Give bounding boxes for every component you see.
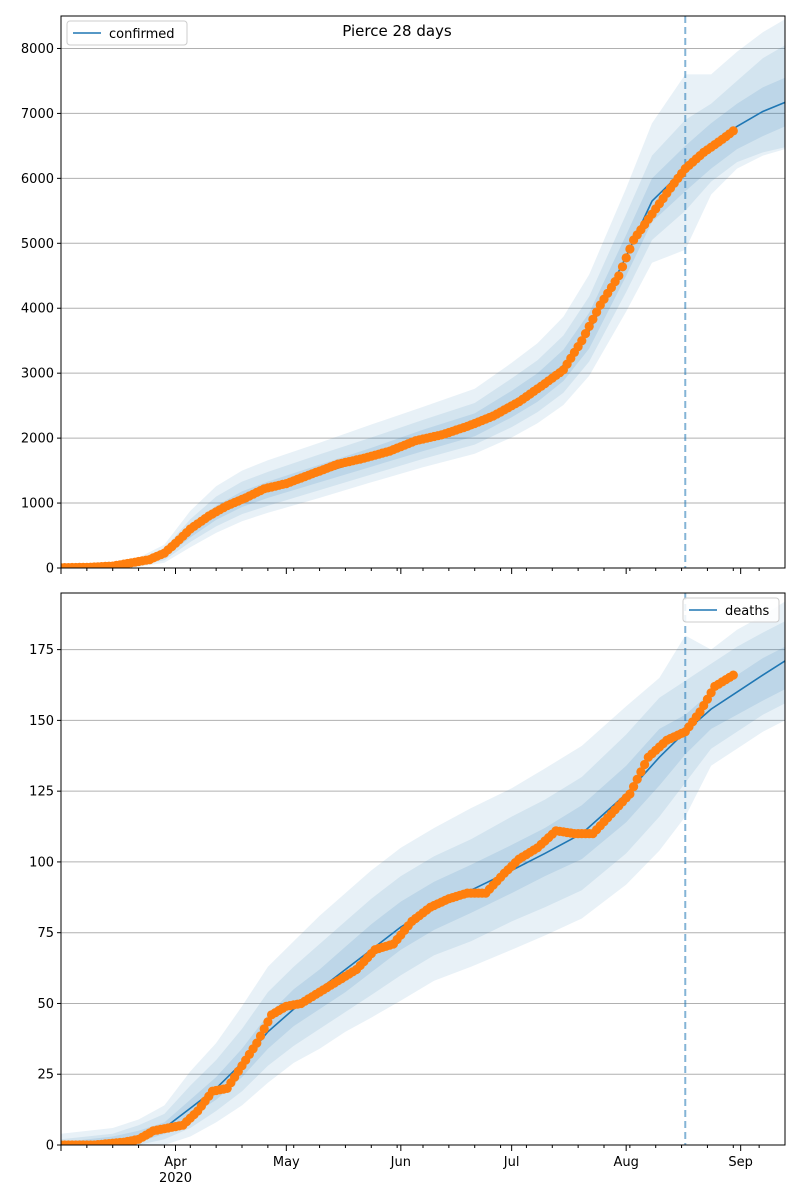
observed-point <box>629 782 639 792</box>
uncertainty-band-outer <box>61 601 785 1145</box>
observed-point <box>614 271 624 281</box>
x-tick-label: May <box>273 1155 300 1170</box>
y-tick-label: 4000 <box>21 302 54 317</box>
observed-point <box>584 321 594 331</box>
observed-point <box>728 670 738 680</box>
observed-point <box>621 253 631 263</box>
observed-point <box>632 774 642 784</box>
y-tick-label: 8000 <box>21 42 54 57</box>
observed-point <box>580 329 591 339</box>
y-tick-label: 1000 <box>21 497 54 512</box>
x-tick-label: Jul <box>503 1155 520 1170</box>
plot-area <box>61 593 785 1145</box>
x-tick-sublabel: 2020 <box>159 1171 192 1186</box>
y-tick-label: 75 <box>37 926 54 941</box>
observed-point <box>252 1038 262 1048</box>
observed-point <box>592 307 602 317</box>
observed-point <box>255 1031 266 1041</box>
observed-point <box>625 789 635 799</box>
y-tick-label: 50 <box>37 997 54 1012</box>
legend-box <box>66 20 188 46</box>
y-tick-label: 175 <box>29 643 54 658</box>
observed-point <box>640 759 650 770</box>
chart-title: Pierce 28 days <box>342 22 452 40</box>
y-tick-label: 5000 <box>21 237 54 252</box>
legend: deaths <box>682 597 780 623</box>
y-tick-label: 150 <box>29 714 54 729</box>
y-tick-label: 25 <box>37 1068 54 1083</box>
y-tick-label: 2000 <box>21 432 54 447</box>
x-tick-label: Jun <box>390 1155 411 1170</box>
uncertainty-band-inner <box>61 77 785 568</box>
chart-panel-1: 0 1000 2000 3000 4000 5000 6000 7000 8000 Pierce … <box>21 15 786 577</box>
y-tick-label: 125 <box>29 785 54 800</box>
observed-point <box>625 244 635 254</box>
legend-box <box>682 597 780 623</box>
x-tick-label: Sep <box>728 1155 753 1170</box>
x-tick-label: Apr <box>164 1155 187 1170</box>
x-tick-label: Aug <box>613 1155 638 1170</box>
observed-point <box>259 1024 269 1034</box>
legend-label: deaths <box>725 604 770 619</box>
uncertainty-band-outer <box>61 19 785 568</box>
uncertainty-band-middle <box>61 621 785 1145</box>
legend-label: confirmed <box>109 27 175 42</box>
observed-point <box>728 126 738 136</box>
observed-point <box>617 262 628 272</box>
y-tick-label: 3000 <box>21 367 54 382</box>
y-tick-label: 0 <box>46 1139 54 1154</box>
y-tick-label: 6000 <box>21 172 54 187</box>
observed-point <box>263 1017 273 1027</box>
observed-point <box>577 336 587 346</box>
plot-area <box>61 16 785 568</box>
y-tick-label: 0 <box>46 562 54 577</box>
y-tick-label: 100 <box>29 855 54 870</box>
legend: confirmed <box>66 20 188 46</box>
observed-point <box>636 767 646 777</box>
y-tick-label: 7000 <box>21 107 54 122</box>
observed-point <box>588 314 598 324</box>
uncertainty-band-inner <box>61 646 785 1145</box>
